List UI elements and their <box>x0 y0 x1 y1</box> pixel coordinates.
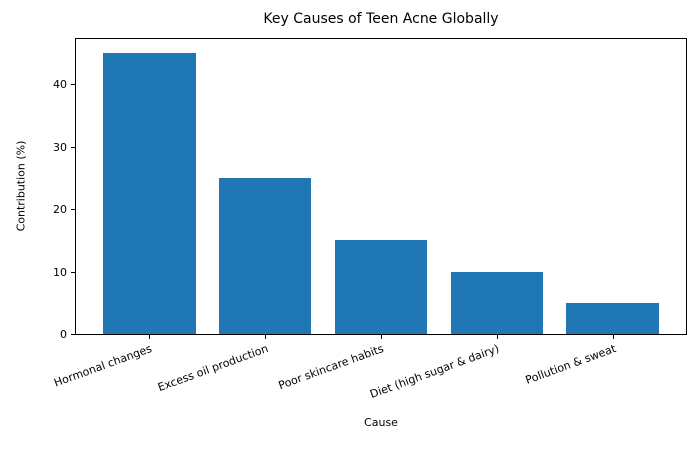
x-tick-label-3: Diet (high sugar & dairy) <box>368 342 502 401</box>
x-tick-label-0: Hormonal changes <box>52 342 154 390</box>
x-tick-mark-1 <box>265 335 267 339</box>
y-axis-label: Contribution (%) <box>14 140 28 232</box>
bar-2 <box>334 240 428 334</box>
x-tick-label-1: Excess oil production <box>155 342 270 395</box>
bar-0 <box>102 53 196 334</box>
chart-title: Key Causes of Teen Acne Globally <box>263 11 499 27</box>
plot-area <box>75 38 687 335</box>
x-axis-label: Cause <box>364 416 398 429</box>
y-tick-mark-2 <box>71 209 75 211</box>
y-tick-mark-4 <box>71 84 75 86</box>
bar-1 <box>218 177 312 334</box>
bar-4 <box>566 302 660 334</box>
x-tick-mark-2 <box>381 335 382 339</box>
x-tick-mark-0 <box>149 335 151 339</box>
x-tick-label-2: Poor skincare habits <box>276 342 386 393</box>
y-tick-mark-3 <box>71 146 75 148</box>
y-tick-label-1: 10 <box>53 265 67 279</box>
x-tick-label-4: Pollution & sweat <box>523 342 618 387</box>
y-tick-mark-0 <box>71 334 75 335</box>
bar-3 <box>450 271 544 334</box>
y-tick-label-4: 40 <box>53 78 67 92</box>
x-tick-mark-4 <box>612 335 614 339</box>
x-tick-mark-3 <box>496 335 498 339</box>
y-tick-label-0: 0 <box>60 328 67 341</box>
y-tick-label-2: 20 <box>53 203 67 217</box>
y-tick-label-3: 30 <box>53 140 67 154</box>
y-tick-mark-1 <box>71 271 75 273</box>
